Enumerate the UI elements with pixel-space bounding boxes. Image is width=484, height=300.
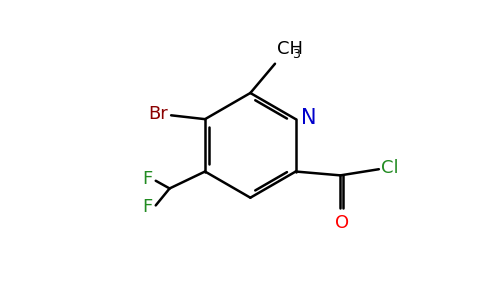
Text: N: N: [301, 108, 317, 128]
Text: Cl: Cl: [381, 159, 399, 177]
Text: CH: CH: [276, 40, 302, 58]
Text: F: F: [142, 198, 152, 216]
Text: O: O: [335, 214, 349, 232]
Text: 3: 3: [292, 48, 300, 62]
Text: F: F: [142, 170, 152, 188]
Text: Br: Br: [148, 105, 168, 123]
